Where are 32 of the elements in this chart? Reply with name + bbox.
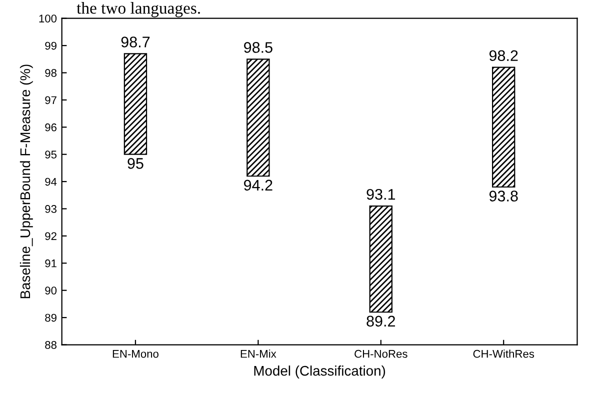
- y-tick-label: 94: [45, 178, 57, 186]
- y-tick-label: 90: [45, 286, 57, 294]
- y-tick-label: 96: [45, 123, 56, 132]
- text: the two languages.: [76, 2, 200, 18]
- y-tick-label: 97: [45, 96, 56, 104]
- x-tick-label: CH-WithRes: [473, 350, 534, 358]
- annotation: 89.2: [366, 316, 395, 327]
- annotation: 98.7: [121, 36, 150, 48]
- annotation: 98.5: [244, 42, 272, 53]
- x-tick-label: EN-Mix: [240, 350, 276, 358]
- y-tick-label: 89: [45, 314, 56, 322]
- y-tick-label: 100: [39, 14, 57, 22]
- bar: [369, 205, 392, 313]
- bar: [492, 66, 516, 188]
- annotation: 98.2: [489, 50, 518, 62]
- annotation: 94.2: [244, 180, 272, 191]
- x-axis-title: Model (Classification): [254, 366, 386, 378]
- y-tick-label: 99: [45, 42, 56, 50]
- y-tick-label: 92: [45, 232, 56, 240]
- annotation: 93.1: [366, 188, 396, 200]
- x-tick-label: EN-Mono: [112, 350, 158, 358]
- y-tick-label: 98: [45, 69, 56, 77]
- y-tick-label: 91: [45, 259, 56, 268]
- y-tick-label: 88: [45, 341, 56, 349]
- annotation: 95: [128, 158, 144, 169]
- bar: [246, 58, 270, 177]
- annotation: 93.8: [489, 190, 518, 202]
- y-tick-label: 93: [45, 205, 56, 213]
- bar: [124, 53, 148, 155]
- y-tick-label: 95: [45, 150, 57, 158]
- y-axis-title: Baseline_UpperBound F-Measure (%): [20, 64, 33, 298]
- x-tick-label: CH-NoRes: [354, 350, 408, 358]
